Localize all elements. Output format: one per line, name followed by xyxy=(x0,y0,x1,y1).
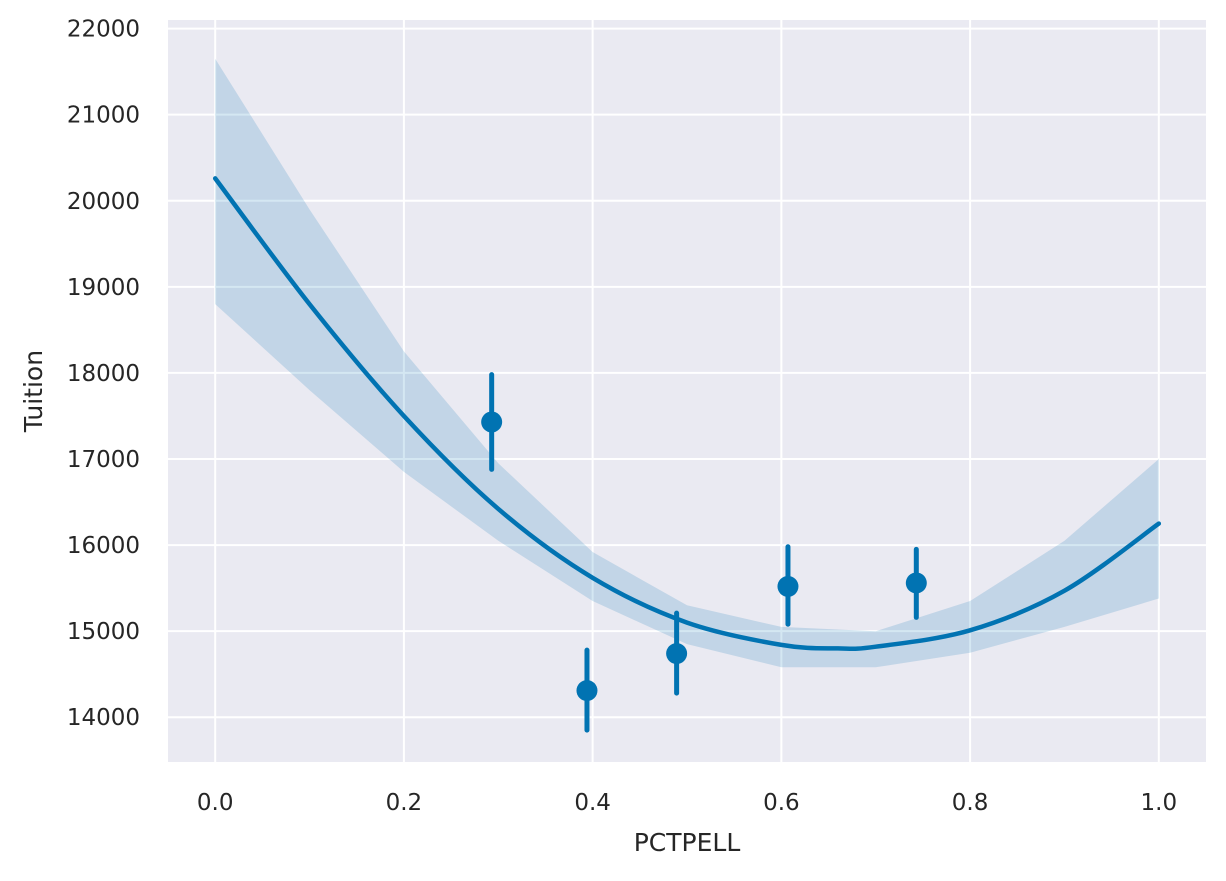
fit-line-layer xyxy=(212,176,1162,652)
y-tick-label-2: 16000 xyxy=(67,533,140,559)
y-tick-label-4: 18000 xyxy=(67,361,140,387)
x-tick-label-4: 0.8 xyxy=(952,790,989,816)
x-tick-label-5: 1.0 xyxy=(1141,790,1178,816)
y-tick-label-1: 15000 xyxy=(67,619,140,645)
data-point-3 xyxy=(777,544,799,627)
y-tick-label-7: 21000 xyxy=(67,103,140,129)
point-marker-0 xyxy=(481,411,503,433)
confidence-band-layer xyxy=(215,58,1159,668)
data-point-0 xyxy=(481,372,503,472)
x-tick-label-0: 0.0 xyxy=(197,790,234,816)
x-tick-label-1: 0.2 xyxy=(386,790,423,816)
data-point-4 xyxy=(905,546,927,620)
point-marker-1 xyxy=(576,680,598,702)
x-tick-labels: 0.0 0.2 0.4 0.6 0.8 1.0 xyxy=(197,790,1177,816)
y-tick-labels: 14000 15000 16000 17000 18000 19000 20000 21000… xyxy=(67,17,140,732)
y-tick-label-6: 20000 xyxy=(67,189,140,215)
x-tick-label-3: 0.6 xyxy=(763,790,800,816)
point-marker-4 xyxy=(905,572,927,594)
x-tick-label-2: 0.4 xyxy=(574,790,611,816)
y-tick-label-8: 22000 xyxy=(67,17,140,43)
point-marker-2 xyxy=(666,643,688,665)
y-tick-label-5: 19000 xyxy=(67,275,140,301)
data-point-2 xyxy=(666,610,688,696)
fit-line xyxy=(212,176,1162,652)
y-axis-label: Tuition xyxy=(19,350,48,433)
y-tick-label-0: 14000 xyxy=(67,705,140,731)
data-point-1 xyxy=(576,647,598,733)
gridlines xyxy=(168,20,1206,762)
y-tick-label-3: 17000 xyxy=(67,447,140,473)
plot-background xyxy=(168,20,1206,762)
points-layer xyxy=(481,372,927,733)
point-marker-3 xyxy=(777,575,799,597)
confidence-band xyxy=(215,58,1159,668)
x-axis-label: PCTPELL xyxy=(634,828,741,857)
